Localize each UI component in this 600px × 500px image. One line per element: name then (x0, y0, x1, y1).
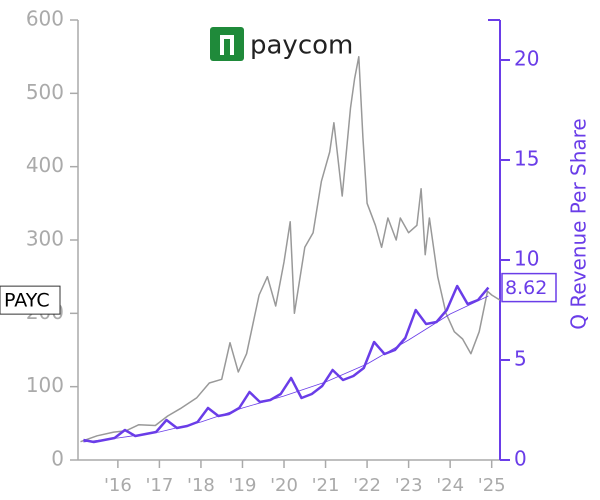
series-line (83, 284, 490, 444)
x-tick-label: '24 (436, 475, 464, 496)
y2-tick-label: 15 (514, 147, 539, 171)
y2-tick-label: 5 (514, 347, 527, 371)
y-tick-label: 600 (26, 7, 64, 31)
y-tick-label: 300 (26, 227, 64, 251)
value-label: 8.62 (505, 277, 547, 299)
series-line (80, 55, 501, 443)
x-tick-label: '19 (229, 475, 257, 496)
x-tick-label: '22 (353, 475, 381, 496)
price-label: PAYC (4, 290, 50, 312)
logo-text: paycom (250, 31, 353, 61)
y2-tick-label: 10 (514, 247, 539, 271)
y-tick-label: 500 (26, 80, 64, 104)
y-tick-label: 100 (26, 373, 64, 397)
x-tick-label: '18 (187, 475, 215, 496)
y-tick-label: 0 (51, 447, 64, 471)
price-label-box (0, 285, 61, 315)
x-tick-label: '17 (145, 475, 173, 496)
logo: paycom (210, 27, 353, 61)
x-tick-label: '20 (270, 475, 298, 496)
x-tick-label: '23 (395, 475, 423, 496)
y2-tick-label: 20 (514, 47, 539, 71)
x-tick-label: '25 (478, 475, 506, 496)
y-tick-label: 400 (26, 153, 64, 177)
x-tick-label: '21 (312, 475, 340, 496)
x-tick-label: '16 (104, 475, 132, 496)
y2-tick-label: 0 (514, 447, 527, 471)
trend-line (83, 295, 489, 443)
value-label-box (501, 272, 557, 303)
y2-axis-title: Q Revenue Per Share (567, 118, 591, 330)
logo-icon-inner (224, 39, 230, 55)
